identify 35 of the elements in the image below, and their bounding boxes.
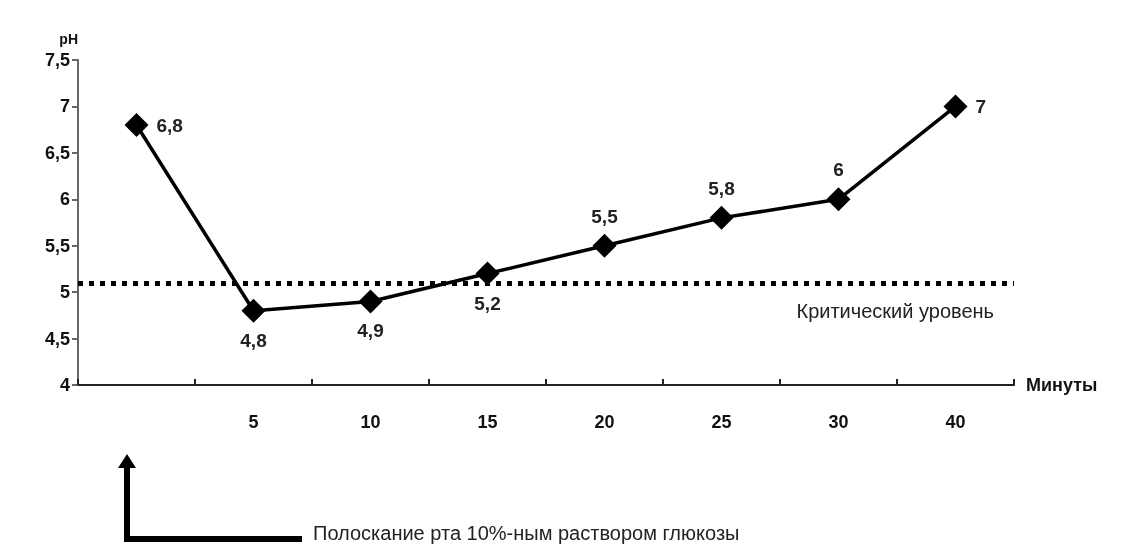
- point: [475, 261, 500, 286]
- data-label: 7: [975, 95, 987, 117]
- point: [124, 113, 149, 137]
- x-tick-label: 15: [477, 412, 498, 432]
- point: [241, 298, 266, 323]
- y-tick-label: 6: [59, 189, 70, 210]
- y-tick-label: 4,5: [44, 328, 70, 349]
- x-tick-label: 20: [594, 412, 615, 432]
- point: [358, 289, 383, 314]
- y-tick-label: 5: [59, 282, 70, 303]
- point: [943, 94, 968, 119]
- y-axis-title: pH: [59, 31, 78, 47]
- y-tick-label: 6,5: [44, 142, 70, 163]
- data-label: 4,9: [357, 320, 384, 342]
- y-tick-label: 7,5: [44, 50, 70, 70]
- y-tick-label: 5,5: [44, 235, 70, 256]
- point: [709, 205, 734, 230]
- data-label: 6: [833, 159, 844, 181]
- x-axis-title: Минуты: [1026, 375, 1098, 395]
- x-tick-label: 30: [828, 412, 849, 432]
- point: [826, 187, 851, 212]
- data-label: 6,8: [156, 114, 183, 136]
- data-label: 4,8: [240, 329, 267, 351]
- text: Полоскание рта 10%-ным раствором глюкозы: [313, 522, 740, 544]
- point: [592, 233, 617, 258]
- data-label: 5,2: [474, 292, 501, 314]
- x-tick-label: 40: [945, 412, 966, 432]
- data-label: 5,5: [591, 205, 619, 227]
- x-tick-label: 10: [360, 412, 381, 432]
- y-tick-label: 7: [59, 96, 70, 117]
- data-label: 5,8: [708, 177, 735, 199]
- ref-line-label: Критический уровень: [796, 299, 994, 322]
- y-tick-label: 4: [59, 375, 70, 395]
- x-tick-label: 25: [711, 412, 732, 432]
- x-tick-label: 5: [248, 412, 259, 432]
